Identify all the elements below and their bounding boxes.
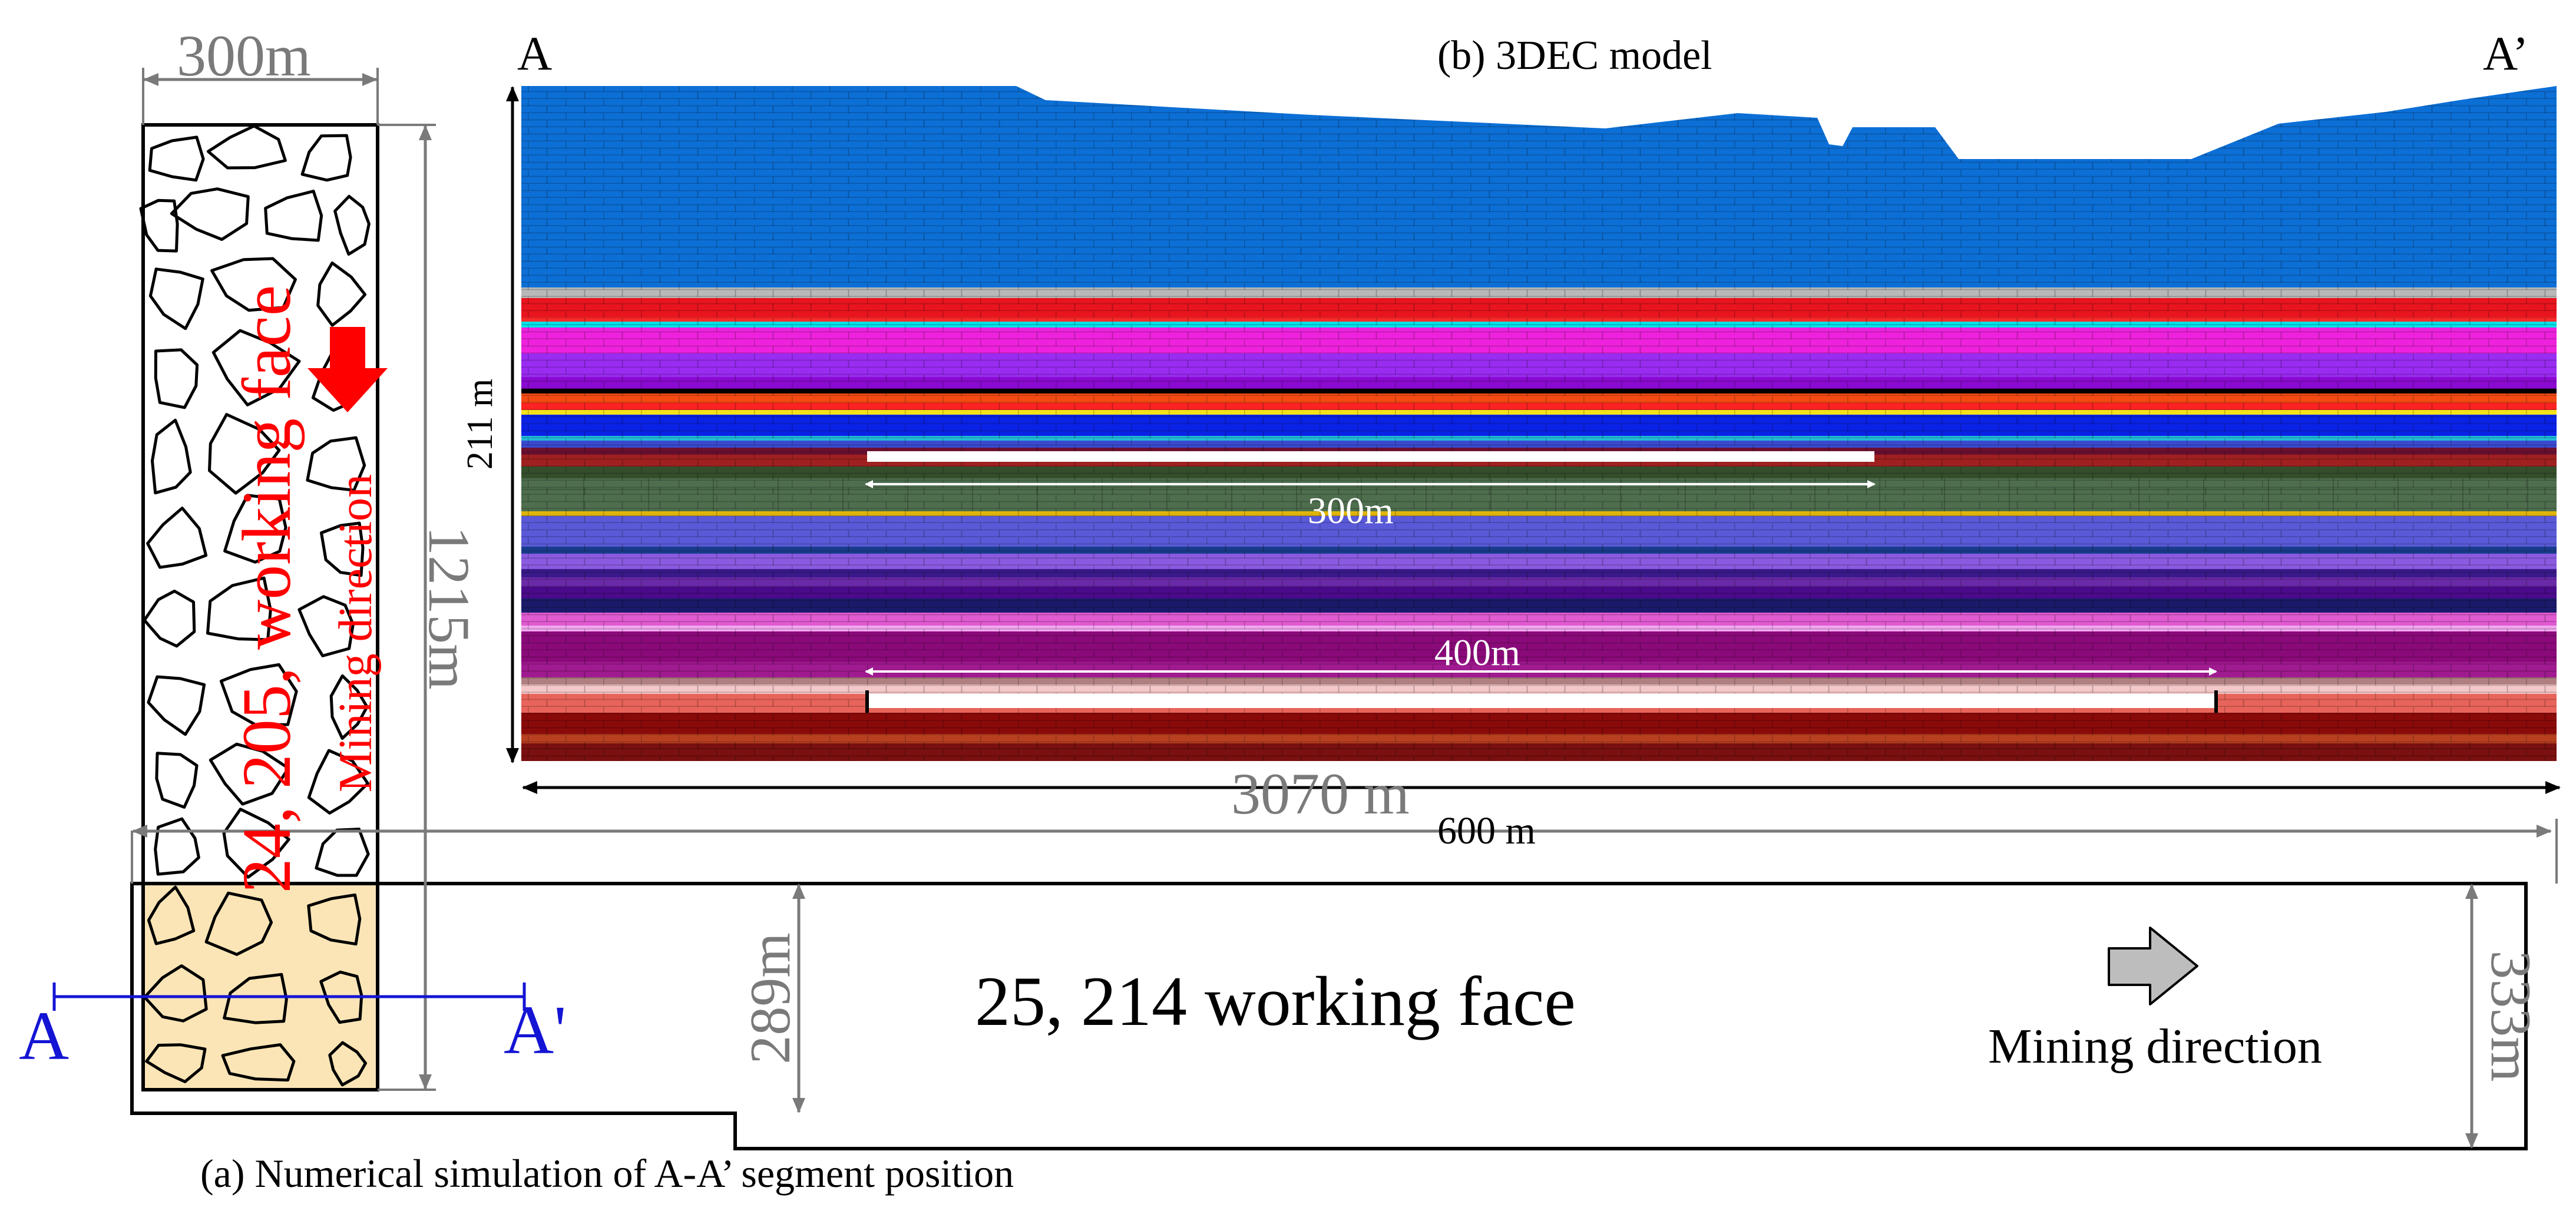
rock-block [300, 134, 352, 182]
rock-block [328, 1041, 367, 1087]
rock-block [315, 828, 370, 877]
rock-block [154, 817, 200, 876]
strip-length-label: 1215m [416, 526, 482, 690]
section-zone [143, 884, 378, 1090]
rock-block [155, 752, 199, 809]
lower-direction-label: Mining direction [1988, 1019, 2322, 1074]
rock-block [316, 261, 367, 327]
rock-block [219, 663, 298, 726]
top-width-label: 300m [177, 23, 311, 88]
model-title: (b) 3DEC model [1437, 33, 1712, 78]
rock-block [206, 576, 272, 641]
rock-block [143, 964, 208, 1023]
block-joints [521, 287, 2557, 761]
rock-block [170, 187, 250, 241]
rock-block [223, 494, 287, 564]
rock-block [143, 590, 196, 648]
rock-block [264, 190, 323, 242]
rock-block [204, 891, 273, 956]
lower-goaf [867, 694, 2216, 708]
rock-block [148, 135, 205, 182]
rock-block [148, 267, 204, 330]
rock-block [329, 674, 369, 740]
total-length-label: 3070 m [1231, 761, 1410, 826]
rock-block [333, 194, 371, 256]
strata-model [521, 86, 2557, 761]
rock-block [145, 1043, 207, 1083]
rock-block [307, 893, 362, 946]
section-label-a: A [517, 27, 553, 80]
figure-caption: (a) Numerical simulation of A-A’ segment… [200, 1151, 1014, 1196]
rock-block [146, 507, 208, 569]
rock-block [210, 257, 297, 312]
right-height-label: 333m [2479, 950, 2542, 1082]
upper-goaf [867, 451, 1874, 462]
plan-label-a-prime: A' [504, 991, 567, 1069]
rock-block [297, 595, 355, 657]
left-height-label: 289m [739, 932, 802, 1064]
model-width-label: 600 m [1437, 809, 1536, 852]
lower-face-label: 25, 214 working face [975, 962, 1576, 1040]
goaf-300m-label: 300m [1308, 489, 1394, 531]
rock-block [306, 436, 366, 492]
rock-block [223, 972, 288, 1024]
upper-face-label: 24, 205, working face [228, 285, 305, 894]
rock-block [211, 329, 301, 406]
goaf-400m-label: 400m [1434, 631, 1520, 673]
grey-mining-arrow-icon [2108, 927, 2198, 1005]
rock-block [139, 199, 179, 253]
rock-block [206, 124, 287, 170]
rock-block [307, 749, 369, 815]
upper-working-face-strip [141, 123, 379, 1091]
rock-block [320, 521, 365, 577]
height-label: 211 m [460, 378, 500, 470]
red-mining-arrow-icon [307, 327, 388, 412]
section-label-a-prime: A’ [2483, 27, 2529, 80]
rock-block [221, 1043, 296, 1082]
rock-block [209, 742, 290, 806]
rock-block [154, 348, 199, 409]
rock-block [151, 418, 192, 495]
lower-working-face-outline [130, 882, 2528, 1150]
plan-label-a: A [19, 997, 70, 1074]
rock-block [147, 675, 206, 736]
upper-direction-label: Mining direction [330, 474, 382, 792]
rock-block [147, 885, 196, 945]
rock-block [319, 970, 363, 1024]
rock-block [208, 413, 281, 495]
